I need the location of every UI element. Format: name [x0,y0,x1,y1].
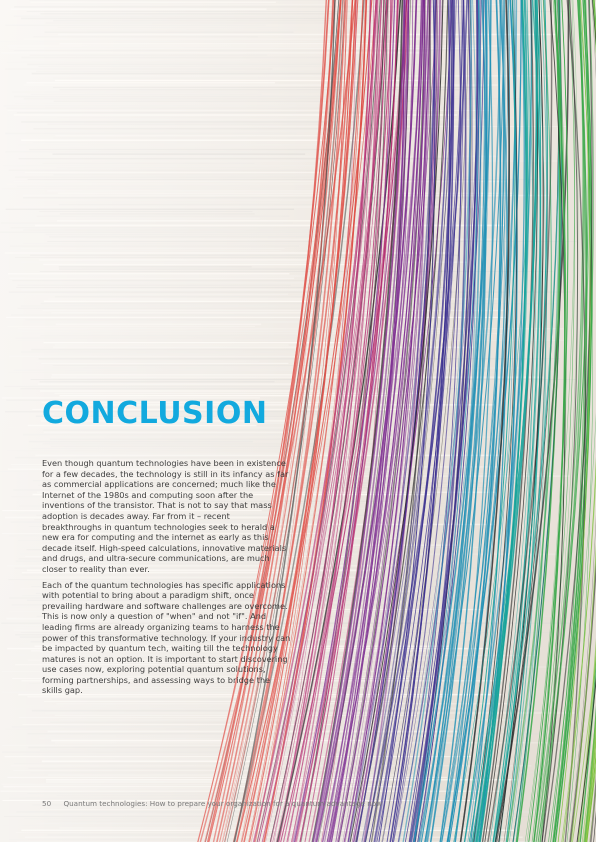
footer-text: Quantum technologies: How to prepare you… [63,799,383,808]
page-number: 50 [42,799,52,808]
body-text: Even though quantum technologies have be… [42,458,292,701]
page-footer: 50 Quantum technologies: How to prepare … [42,799,562,808]
paragraph: Each of the quantum technologies has spe… [42,579,291,696]
paragraph: Even though quantum technologies have be… [42,458,289,574]
page-title: CONCLUSION [42,396,268,431]
